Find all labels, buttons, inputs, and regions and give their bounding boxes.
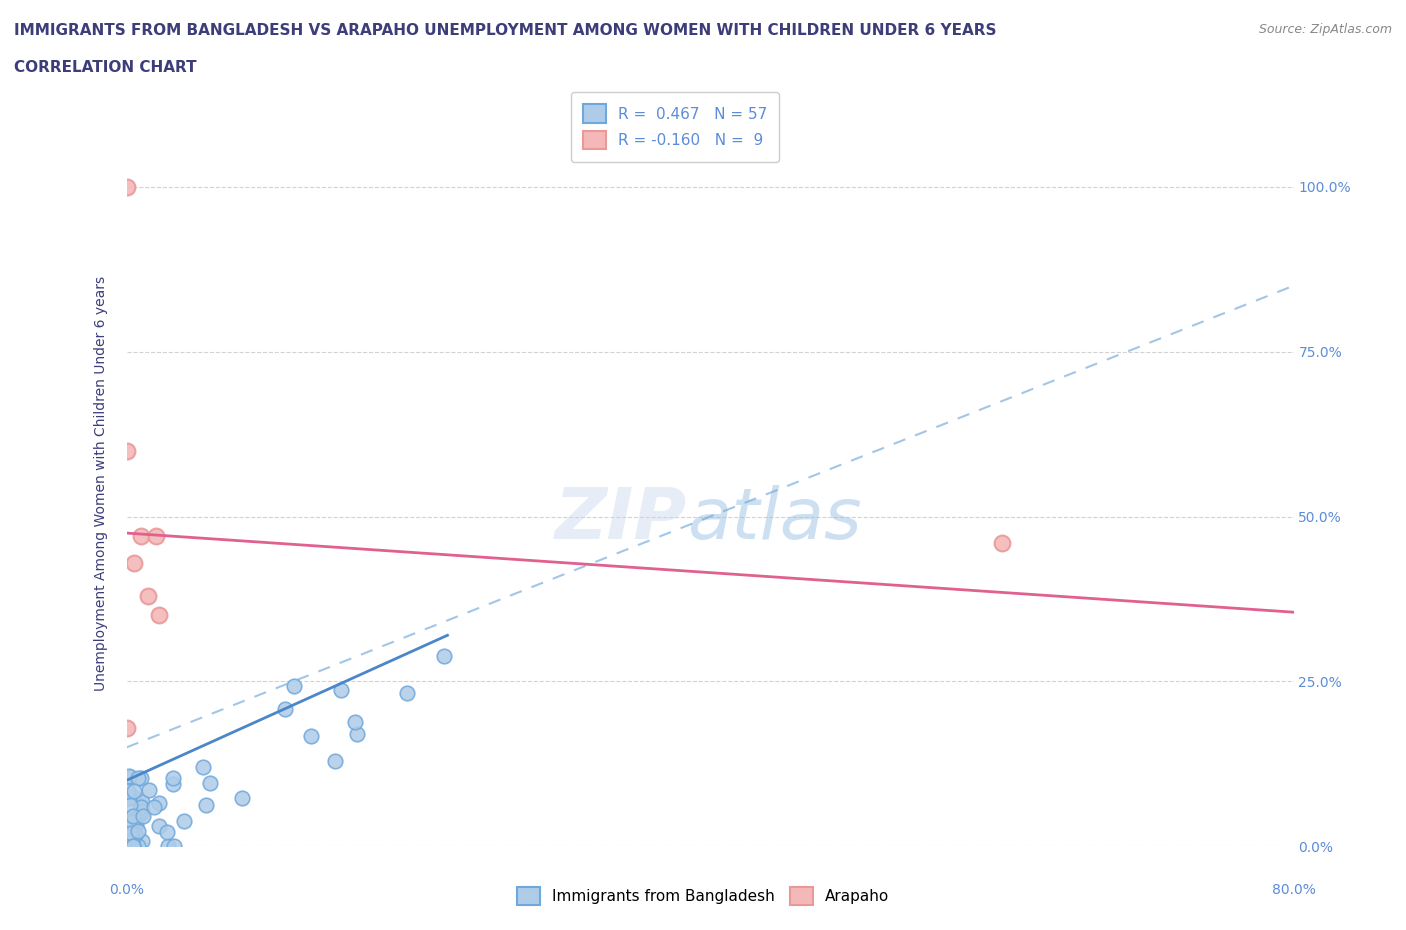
Point bbox=[118, 790, 141, 805]
Point bbox=[148, 608, 170, 623]
Point bbox=[121, 834, 143, 849]
Point bbox=[156, 825, 179, 840]
Point bbox=[131, 833, 153, 848]
Text: Source: ZipAtlas.com: Source: ZipAtlas.com bbox=[1258, 23, 1392, 36]
Point bbox=[117, 821, 139, 836]
Point bbox=[193, 759, 215, 774]
Point bbox=[433, 649, 456, 664]
Point bbox=[118, 769, 141, 784]
Point bbox=[118, 797, 141, 812]
Point bbox=[127, 771, 149, 786]
Point bbox=[115, 444, 138, 458]
Point bbox=[115, 720, 138, 735]
Point bbox=[122, 790, 145, 804]
Point bbox=[127, 839, 149, 854]
Point bbox=[274, 702, 297, 717]
Point bbox=[395, 685, 418, 700]
Point bbox=[163, 839, 186, 854]
Point bbox=[131, 804, 153, 818]
Point bbox=[122, 555, 145, 570]
Legend: R =  0.467   N = 57, R = -0.160   N =  9: R = 0.467 N = 57, R = -0.160 N = 9 bbox=[571, 92, 779, 162]
Text: atlas: atlas bbox=[686, 485, 862, 554]
Text: CORRELATION CHART: CORRELATION CHART bbox=[14, 60, 197, 75]
Point bbox=[129, 798, 152, 813]
Point bbox=[122, 839, 145, 854]
Point bbox=[120, 814, 142, 829]
Point bbox=[346, 726, 368, 741]
Point bbox=[122, 839, 145, 854]
Point bbox=[142, 799, 165, 814]
Point bbox=[343, 715, 366, 730]
Point bbox=[129, 806, 152, 821]
Point bbox=[125, 817, 148, 832]
Point bbox=[148, 818, 170, 833]
Point bbox=[122, 839, 145, 854]
Point bbox=[283, 678, 305, 693]
Point bbox=[132, 808, 155, 823]
Point bbox=[122, 818, 145, 833]
Point bbox=[120, 828, 142, 843]
Point bbox=[138, 589, 160, 604]
Point bbox=[194, 798, 217, 813]
Text: 0.0%: 0.0% bbox=[110, 883, 143, 897]
Point bbox=[124, 827, 146, 842]
Text: IMMIGRANTS FROM BANGLADESH VS ARAPAHO UNEMPLOYMENT AMONG WOMEN WITH CHILDREN UND: IMMIGRANTS FROM BANGLADESH VS ARAPAHO UN… bbox=[14, 23, 997, 38]
Point bbox=[118, 769, 141, 784]
Point bbox=[129, 529, 152, 544]
Point bbox=[131, 794, 153, 809]
Point bbox=[120, 825, 142, 840]
Point bbox=[231, 790, 253, 805]
Point bbox=[148, 796, 170, 811]
Point bbox=[121, 828, 143, 843]
Point bbox=[115, 179, 138, 194]
Point bbox=[323, 753, 346, 768]
Point bbox=[121, 815, 143, 830]
Point bbox=[131, 799, 153, 814]
Point bbox=[127, 823, 149, 838]
Point bbox=[124, 827, 146, 842]
Point bbox=[138, 783, 160, 798]
Point bbox=[117, 783, 139, 798]
Point bbox=[330, 683, 353, 698]
Point bbox=[198, 776, 221, 790]
Point bbox=[145, 529, 167, 544]
Point bbox=[162, 771, 184, 786]
Text: 80.0%: 80.0% bbox=[1271, 883, 1316, 897]
Point bbox=[124, 783, 146, 798]
Legend: Immigrants from Bangladesh, Arapaho: Immigrants from Bangladesh, Arapaho bbox=[509, 879, 897, 913]
Point bbox=[990, 536, 1012, 551]
Point bbox=[120, 839, 142, 854]
Point bbox=[122, 808, 145, 823]
Point bbox=[131, 770, 153, 785]
Point bbox=[173, 814, 195, 829]
Y-axis label: Unemployment Among Women with Children Under 6 years: Unemployment Among Women with Children U… bbox=[94, 276, 108, 691]
Point bbox=[157, 839, 180, 854]
Point bbox=[299, 729, 322, 744]
Point bbox=[162, 777, 184, 791]
Text: ZIP: ZIP bbox=[554, 485, 686, 554]
